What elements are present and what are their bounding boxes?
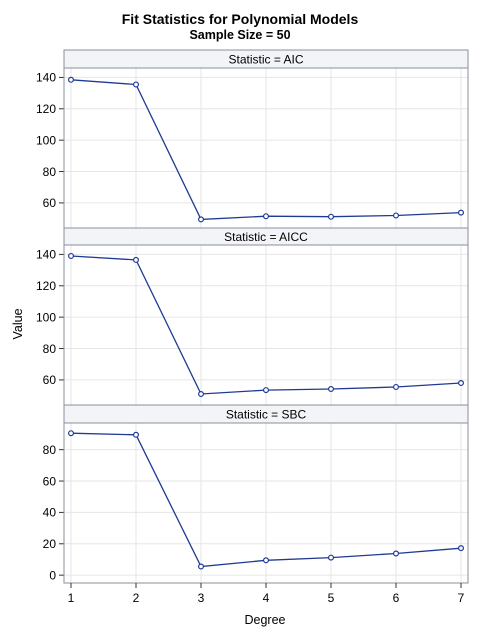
data-point	[199, 217, 204, 222]
data-point	[459, 546, 464, 551]
y-tick-label: 20	[43, 537, 57, 551]
x-tick-label: 1	[68, 591, 75, 605]
y-tick-label: 60	[43, 474, 57, 488]
data-point	[264, 558, 269, 563]
data-point	[264, 388, 269, 393]
y-tick-label: 140	[36, 248, 56, 262]
y-tick-label: 120	[36, 279, 56, 293]
data-point	[329, 214, 334, 219]
y-tick-label: 40	[43, 506, 57, 520]
data-point	[69, 431, 74, 436]
data-point	[459, 210, 464, 215]
data-point	[134, 258, 139, 263]
y-tick-label: 120	[36, 102, 56, 116]
data-point	[199, 392, 204, 397]
x-tick-label: 6	[393, 591, 400, 605]
y-tick-label: 100	[36, 133, 56, 147]
data-point	[329, 387, 334, 392]
y-tick-label: 0	[49, 568, 56, 582]
panel-2: Statistic = AICC 60 80 100 120 140	[36, 228, 468, 405]
data-point	[199, 564, 204, 569]
x-tick-label: 3	[198, 591, 205, 605]
panel-header-label: Statistic = AIC	[228, 53, 303, 67]
data-point	[394, 551, 399, 556]
y-axis-label: Value	[11, 308, 25, 339]
x-axis-label: Degree	[245, 613, 286, 627]
x-tick-label: 5	[328, 591, 335, 605]
data-point	[134, 432, 139, 437]
data-point	[394, 213, 399, 218]
panel-1: Statistic = AIC 60 80 100 120 140	[36, 50, 468, 228]
data-point	[394, 385, 399, 390]
x-tick-label: 7	[458, 591, 465, 605]
data-point	[264, 214, 269, 219]
y-tick-label: 80	[43, 342, 57, 356]
panel-header-label: Statistic = AICC	[224, 230, 308, 244]
data-point	[134, 82, 139, 87]
data-point	[69, 254, 74, 259]
data-point	[69, 77, 74, 82]
y-tick-label: 80	[43, 165, 57, 179]
x-tick-label: 4	[263, 591, 270, 605]
y-tick-label: 60	[43, 373, 57, 387]
data-point	[329, 555, 334, 560]
y-tick-label: 80	[43, 443, 57, 457]
panel-header-label: Statistic = SBC	[226, 408, 307, 422]
y-tick-label: 140	[36, 71, 56, 85]
x-tick-label: 2	[133, 591, 140, 605]
y-tick-label: 60	[43, 196, 57, 210]
panel-3: Statistic = SBC 0 20 40 60 80	[43, 405, 468, 583]
data-point	[459, 381, 464, 386]
y-tick-label: 100	[36, 310, 56, 324]
